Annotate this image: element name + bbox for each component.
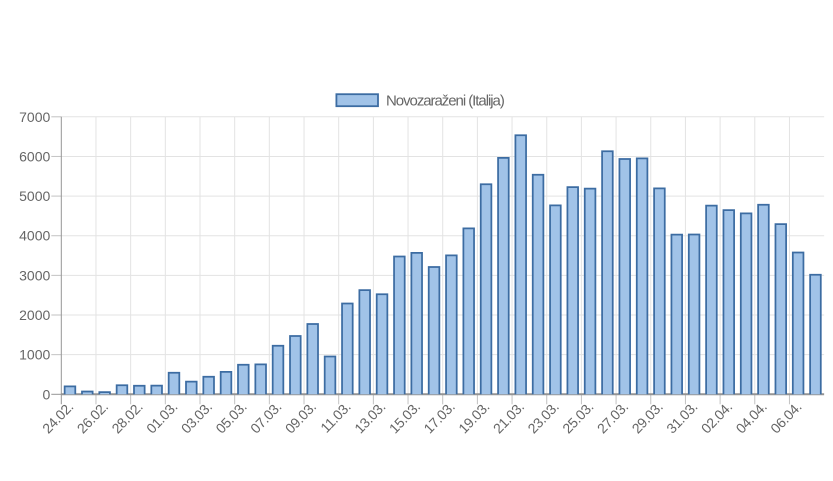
svg-text:4000: 4000 <box>19 228 50 244</box>
svg-text:2000: 2000 <box>19 307 50 323</box>
svg-text:0: 0 <box>43 386 51 402</box>
svg-text:5000: 5000 <box>19 188 50 204</box>
svg-text:3000: 3000 <box>19 267 50 283</box>
svg-text:7000: 7000 <box>19 109 50 125</box>
svg-text:1000: 1000 <box>19 347 50 363</box>
svg-text:Novozaraženi (Italija): Novozaraženi (Italija) <box>386 92 505 109</box>
svg-text:6000: 6000 <box>19 148 50 164</box>
